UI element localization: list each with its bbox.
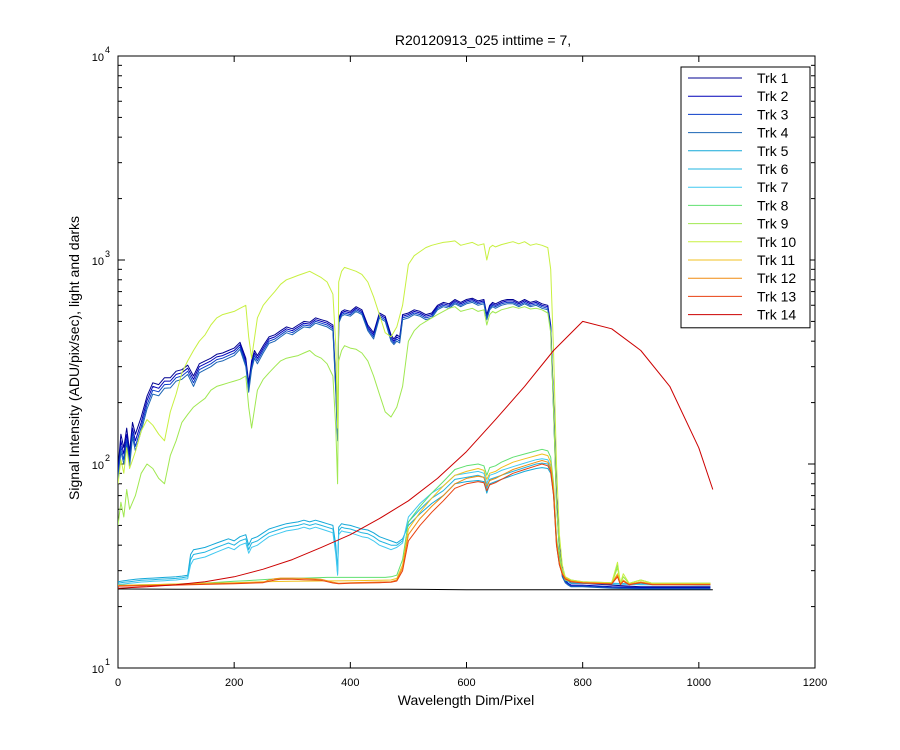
- legend-label: Trk 6: [757, 161, 789, 177]
- legend-label: Trk 7: [757, 179, 789, 195]
- legend: Trk 1 Trk 2 Trk 3 Trk 4 Trk 5 Trk 6 Trk 7 Trk 8…: [680, 66, 811, 329]
- y-tick-label-exponent: 1: [105, 657, 110, 667]
- x-tick-label: 1200: [803, 677, 827, 689]
- legend-label: Trk 4: [757, 125, 789, 141]
- x-tick-label: 400: [341, 677, 359, 689]
- series-line-trk-13: [118, 463, 711, 587]
- legend-label: Trk 13: [757, 288, 796, 304]
- legend-label: Trk 5: [757, 143, 789, 159]
- chart-title: R20120913_025 inttime = 7,: [395, 32, 571, 48]
- legend-box: [680, 66, 811, 329]
- series-group: [118, 240, 714, 591]
- x-tick-label: 800: [573, 677, 591, 689]
- y-tick-label-base: 10: [92, 52, 104, 64]
- legend-label: Trk 8: [757, 197, 789, 213]
- series-line-trk-7: [118, 458, 711, 586]
- series-line-trk-14: [118, 320, 714, 589]
- x-tick-label: 1000: [687, 677, 711, 689]
- legend-label: Trk 11: [757, 252, 795, 268]
- legend-label: Trk 10: [757, 234, 796, 250]
- legend-label: Trk 9: [757, 216, 789, 232]
- x-axis-label: Wavelength Dim/Pixel: [398, 692, 534, 708]
- x-tick-label: 600: [457, 677, 475, 689]
- x-tick-label: 0: [115, 677, 121, 689]
- legend-label: Trk 12: [757, 270, 796, 286]
- series-line-trk-4: [118, 301, 711, 590]
- y-tick-label-exponent: 4: [105, 45, 110, 55]
- series-line-trk-1: [118, 297, 711, 588]
- y-tick-label-base: 10: [92, 256, 104, 268]
- x-tick-label: 200: [225, 677, 243, 689]
- series-line-trk-2: [118, 299, 711, 588]
- legend-label: Trk 2: [757, 88, 789, 104]
- y-tick-label-exponent: 3: [105, 249, 110, 259]
- y-tick-label-exponent: 2: [105, 453, 110, 463]
- series-line-trk-10: [118, 240, 711, 584]
- legend-label: Trk 1: [757, 70, 789, 86]
- series-line-darks: [118, 588, 713, 591]
- legend-label: Trk 3: [757, 106, 789, 122]
- series-line-trk-9: [118, 306, 711, 584]
- series-line-trk-6: [118, 462, 711, 586]
- y-tick-label-base: 10: [92, 460, 104, 472]
- y-axis-label: Signal Intensity (ADU/pix/sec), light an…: [66, 216, 82, 500]
- legend-label: Trk 14: [757, 307, 796, 323]
- series-line-trk-3: [118, 300, 711, 589]
- series-line-trk-5: [118, 467, 711, 586]
- y-tick-label-base: 10: [92, 664, 104, 676]
